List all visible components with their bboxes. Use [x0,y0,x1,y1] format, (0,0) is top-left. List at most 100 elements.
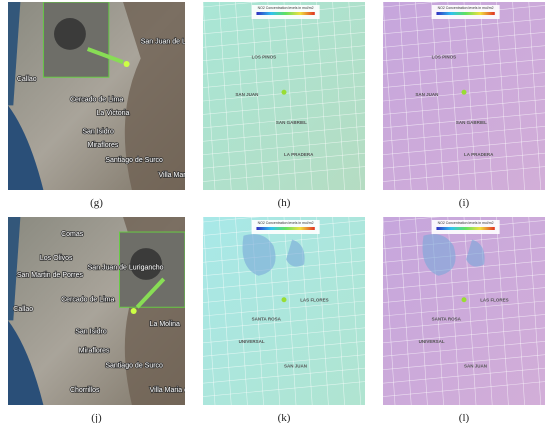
water [422,234,485,276]
marker [461,89,467,95]
street [316,2,329,190]
map-label: San Isidro [75,329,107,336]
map-label: Cercado de Lima [70,97,123,104]
street [383,367,545,384]
street [235,217,248,405]
map-label: LA PRADERA [284,152,314,157]
street [203,367,365,384]
street [203,72,365,88]
water [242,234,305,276]
street [203,381,365,397]
map-background [383,217,545,405]
panel-label: (h) [278,197,291,209]
street [383,273,545,290]
street [383,99,545,115]
street [203,246,365,263]
street [203,125,365,142]
street [383,217,441,223]
arrow [86,47,124,65]
street [203,2,261,8]
street [203,327,365,344]
marker [281,297,287,303]
map-label: San Juan de Lurigancho [88,265,164,272]
panel-label: (j) [91,412,102,423]
street [203,287,365,303]
street [203,233,365,250]
street [383,354,545,371]
colorbar [256,12,315,15]
panel-label: (g) [90,197,103,209]
map-background [203,217,365,405]
street [203,58,365,75]
street [383,125,545,142]
street [203,112,365,129]
street [332,2,345,190]
street [203,31,365,48]
map-label: LA PRADERA [464,152,494,157]
street [348,2,362,190]
map-panel: Comas Los Olivos San Martin de Porres San J… [8,217,217,423]
panel-label: (k) [278,412,291,423]
inset-circle [130,248,162,280]
street [283,2,297,190]
map: NO2 Concentration levels in mol/m2 SANTA … [203,217,365,405]
street [383,2,396,190]
colorbar [436,227,495,230]
arrow [135,277,166,309]
inset-circle [54,18,86,50]
map-label: UNIVERSAL [239,339,265,344]
marker [461,297,467,303]
map-background [383,2,545,190]
street [383,260,545,277]
map-panel: Callao Cercado de Lima La Victoria San Isid… [8,2,225,209]
street [447,2,461,190]
legend-title: NO2 Concentration levels in mol/m2 [258,221,314,225]
street [203,152,365,169]
map-background [203,2,365,190]
street [463,2,477,190]
map-label: Callao [13,306,33,313]
panel-label: (l) [459,412,470,423]
street [203,2,216,190]
street [203,45,365,62]
street [383,381,545,397]
map-label: SANTA ROSA [252,316,282,321]
map-label: Cercado de Lima [61,297,114,304]
street [383,72,545,88]
street [415,2,428,190]
map-label: SANTA ROSA [432,316,462,321]
map-label: San Martin de Porres [17,272,84,279]
map: NO2 Concentration levels in mol/m2 LOS PI… [383,2,545,190]
ocean [8,2,21,106]
street [415,217,428,405]
map-label: LOS PINOS [252,54,277,59]
map-label: Callao [17,76,37,83]
street [496,217,509,405]
street [528,2,542,190]
map: NO2 Concentration levels in mol/m2 SANTA … [383,217,545,405]
street [479,2,493,190]
street [203,273,365,290]
panel-label: (i) [459,197,470,209]
street [383,287,545,303]
street [383,152,545,169]
map-label: SAN JUAN [235,92,258,97]
street [398,217,412,405]
street [431,2,444,190]
street [203,340,365,357]
map-label: Villa Maria del Triunfo [150,387,217,394]
street [267,2,281,190]
map-label: SAN GABRIEL [276,120,307,125]
street [218,2,232,190]
street [299,2,313,190]
map-panel: NO2 Concentration levels in mol/m2 LOS PI… [383,2,545,209]
map-label: La Victoria [97,110,130,117]
map-label: Miraflores [79,347,110,354]
street [383,2,441,8]
street [398,2,412,190]
street [383,166,545,182]
street [383,327,545,344]
map-label: Villa Maria del Triunfo [158,172,225,179]
legend-title: NO2 Concentration levels in mol/m2 [438,6,494,10]
